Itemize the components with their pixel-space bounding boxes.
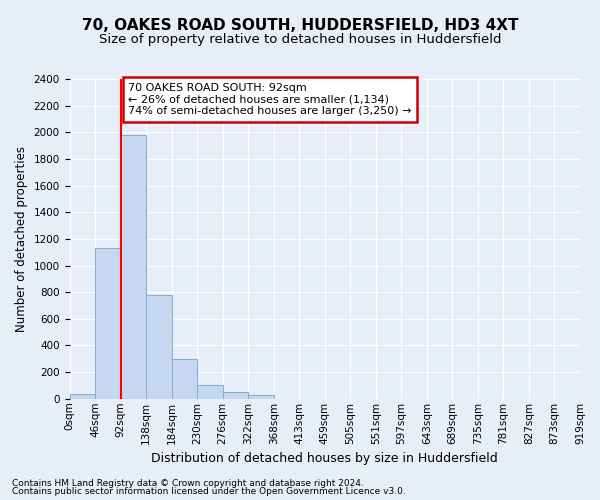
Text: Contains HM Land Registry data © Crown copyright and database right 2024.: Contains HM Land Registry data © Crown c… bbox=[12, 478, 364, 488]
X-axis label: Distribution of detached houses by size in Huddersfield: Distribution of detached houses by size … bbox=[151, 452, 498, 465]
Text: 70, OAKES ROAD SOUTH, HUDDERSFIELD, HD3 4XT: 70, OAKES ROAD SOUTH, HUDDERSFIELD, HD3 … bbox=[82, 18, 518, 32]
Text: Contains public sector information licensed under the Open Government Licence v3: Contains public sector information licen… bbox=[12, 487, 406, 496]
Text: 70 OAKES ROAD SOUTH: 92sqm
← 26% of detached houses are smaller (1,134)
74% of s: 70 OAKES ROAD SOUTH: 92sqm ← 26% of deta… bbox=[128, 83, 412, 116]
Bar bbox=[197, 386, 223, 399]
Y-axis label: Number of detached properties: Number of detached properties bbox=[15, 146, 28, 332]
Bar bbox=[172, 359, 197, 399]
Text: Size of property relative to detached houses in Huddersfield: Size of property relative to detached ho… bbox=[99, 32, 501, 46]
Bar bbox=[70, 394, 95, 399]
Bar bbox=[223, 392, 248, 399]
Bar bbox=[248, 395, 274, 399]
Bar bbox=[146, 295, 172, 399]
Bar bbox=[95, 248, 121, 399]
Bar bbox=[121, 135, 146, 399]
